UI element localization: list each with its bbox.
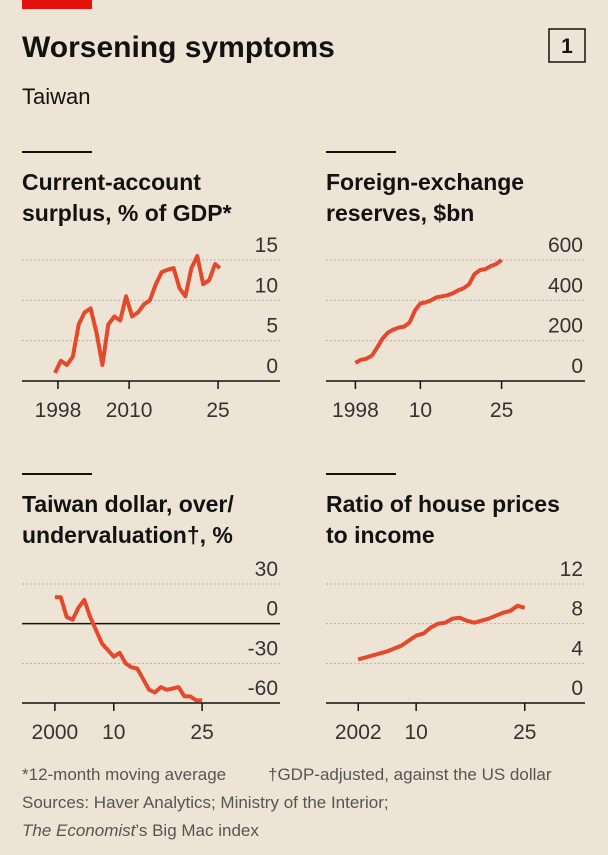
- data-line: [357, 603, 526, 662]
- data-line: [53, 254, 222, 374]
- number-box: [548, 28, 586, 63]
- y-tick-label: 0: [571, 355, 583, 378]
- x-tick-label: 10: [409, 399, 432, 422]
- x-tick-label: 1998: [332, 399, 379, 422]
- footnote: †GDP-adjusted, against the US dollar: [268, 765, 552, 784]
- y-tick-label: -30: [248, 637, 278, 660]
- data-line: [354, 258, 503, 365]
- x-tick-label: 25: [490, 399, 513, 422]
- y-tick-label: 5: [266, 315, 278, 338]
- x-tick-label: 2002: [335, 721, 382, 744]
- data-line: [54, 595, 203, 703]
- y-tick-label: 12: [560, 558, 583, 581]
- panel-title: reserves, $bn: [326, 200, 474, 226]
- panel-title: Foreign-exchange: [326, 169, 524, 195]
- x-tick-label: 25: [513, 721, 536, 744]
- y-tick-label: 0: [266, 598, 278, 621]
- x-tick-label: 10: [404, 721, 427, 744]
- y-tick-label: 200: [548, 315, 583, 338]
- footnote: *12-month moving average: [22, 765, 226, 784]
- sources: Sources: Haver Analytics; Ministry of th…: [22, 793, 389, 812]
- x-tick-label: 2000: [32, 721, 79, 744]
- y-tick-label: 8: [571, 598, 583, 621]
- panel-title: Taiwan dollar, over/: [22, 491, 234, 517]
- publication: The Economist: [22, 821, 137, 840]
- sources: The Economist’s Big Mac index: [22, 821, 259, 840]
- panel-title: undervaluation†, %: [22, 522, 233, 548]
- y-tick-label: 4: [571, 637, 583, 660]
- panel-title: surplus, % of GDP*: [22, 200, 232, 226]
- y-tick-label: 0: [571, 677, 583, 700]
- panel-title: Current-account: [22, 169, 201, 195]
- y-tick-label: 10: [255, 274, 278, 297]
- y-tick-label: 600: [548, 234, 583, 257]
- y-tick-label: -60: [248, 677, 278, 700]
- panel-title: Ratio of house prices: [326, 491, 560, 517]
- title: Worsening symptoms: [22, 31, 335, 64]
- panel-title: to income: [326, 522, 435, 548]
- x-tick-label: 25: [206, 399, 229, 422]
- y-tick-label: 30: [255, 558, 278, 581]
- chart-number: 1: [561, 35, 573, 58]
- y-tick-label: 400: [548, 274, 583, 297]
- red-bar: [22, 0, 92, 9]
- y-tick-label: 0: [266, 355, 278, 378]
- x-tick-label: 2010: [106, 399, 153, 422]
- y-tick-label: 15: [255, 234, 278, 257]
- x-tick-label: 10: [102, 721, 125, 744]
- sources-text: ’s Big Mac index: [135, 821, 259, 840]
- x-tick-label: 1998: [35, 399, 82, 422]
- subtitle: Taiwan: [22, 84, 90, 109]
- x-tick-label: 25: [190, 721, 213, 744]
